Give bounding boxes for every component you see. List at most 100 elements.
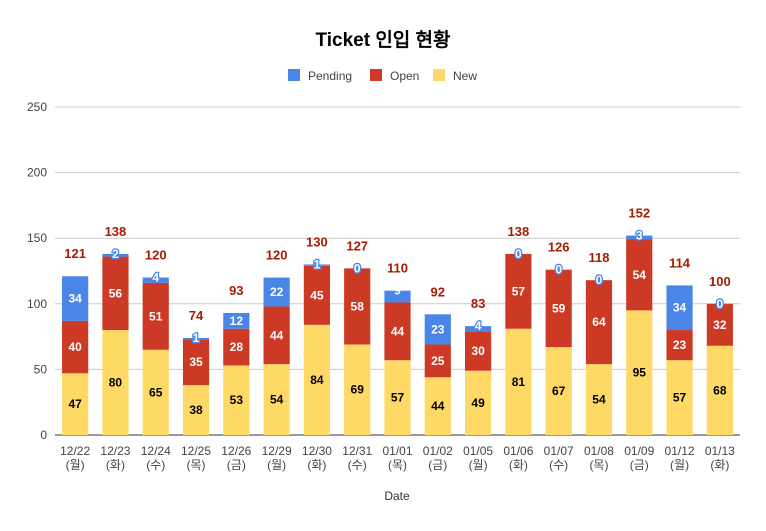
bar-pending <box>666 285 693 331</box>
bar-total-label: 118 <box>588 250 609 265</box>
bar-label-new: 67 <box>552 384 566 398</box>
bar-label-new: 49 <box>471 396 485 410</box>
bar-total-label: 93 <box>229 283 243 298</box>
bar-total-label: 127 <box>346 238 368 253</box>
x-tick-date: 12/30 <box>302 444 332 458</box>
x-tick-date: 12/31 <box>342 444 372 458</box>
bar-stack: 38 35 1 74 <box>182 308 210 435</box>
bar-label-open: 45 <box>310 288 324 302</box>
bar-label-new: 57 <box>673 391 687 405</box>
bar-label-open: 54 <box>633 268 647 282</box>
bar-open <box>182 339 210 386</box>
x-tick-day: (목) <box>589 458 608 472</box>
x-tick-date: 01/07 <box>544 444 574 458</box>
bar-new <box>142 349 169 435</box>
x-tick-day: (금) <box>428 458 447 472</box>
bar-label-new: 84 <box>310 373 324 387</box>
bar-label-pending: 34 <box>68 292 82 306</box>
bar-new <box>706 345 733 435</box>
y-axis: 0 50 100 150 200 250 <box>27 100 47 442</box>
bar-label-new: 53 <box>230 393 244 407</box>
bar-label-pending: 23 <box>431 322 445 336</box>
bar-stack: 44 25 23 92 <box>424 284 451 435</box>
bar-label-open: 23 <box>673 338 687 352</box>
x-tick-day: (화) <box>710 458 729 472</box>
bar-open <box>545 269 572 348</box>
x-tick-date: 01/01 <box>382 444 412 458</box>
bar-label-pending: 4 <box>152 271 159 285</box>
bar-label-pending: 0 <box>717 297 724 311</box>
bar-pending <box>384 290 411 303</box>
x-tick-date: 12/29 <box>262 444 292 458</box>
bar-open <box>303 265 331 325</box>
bar-total-label: 120 <box>266 248 288 263</box>
bar-stack: 84 45 1 130 <box>303 234 331 435</box>
x-tick-date: 01/02 <box>423 444 453 458</box>
x-tick-date: 01/09 <box>624 444 654 458</box>
bar-total-label: 121 <box>64 246 86 261</box>
bar-label-pending: 2 <box>112 247 119 261</box>
x-tick-date: 01/13 <box>705 444 735 458</box>
bar-label-pending: 0 <box>354 261 361 275</box>
bar-label-open: 56 <box>109 286 123 300</box>
bar-label-new: 68 <box>713 383 727 397</box>
bar-total-label: 114 <box>669 255 691 270</box>
x-tick-day: (수) <box>146 458 165 472</box>
bar-new <box>464 370 492 435</box>
bar-label-open: 44 <box>391 324 405 338</box>
bar-stack: 68 32 0 100 <box>706 274 733 435</box>
bar-label-new: 54 <box>592 393 606 407</box>
legend-swatch-pending <box>288 69 300 81</box>
bar-label-open: 44 <box>270 328 284 342</box>
bar-label-pending: 9 <box>394 284 401 298</box>
bar-stack: 95 54 3 152 <box>626 206 653 435</box>
y-tick-0: 0 <box>40 428 47 442</box>
x-tick-day: (금) <box>630 458 649 472</box>
bar-stack: 57 23 34 114 <box>666 255 693 435</box>
bar-label-new: 54 <box>270 393 284 407</box>
bar-label-pending: 22 <box>270 285 284 299</box>
bar-new <box>62 373 89 435</box>
bar-open <box>384 302 411 361</box>
bar-label-pending: 12 <box>230 314 244 328</box>
bar-open <box>142 282 169 350</box>
bar-total-label: 74 <box>189 308 204 323</box>
x-tick-day: (월) <box>66 458 85 472</box>
y-tick-250: 250 <box>27 100 47 114</box>
bar-stack: 47 40 34 121 <box>62 246 89 435</box>
bar-label-new: 57 <box>391 391 405 405</box>
y-tick-200: 200 <box>27 166 47 180</box>
bar-label-pending: 1 <box>314 257 321 271</box>
bar-label-pending: 34 <box>673 301 687 315</box>
bar-label-open: 35 <box>189 355 203 369</box>
x-tick-day: (화) <box>307 458 326 472</box>
bar-label-new: 47 <box>68 397 82 411</box>
bar-pending <box>464 326 492 332</box>
bar-pending <box>303 264 331 266</box>
legend-label-open: Open <box>390 69 419 83</box>
x-tick-day: (월) <box>267 458 286 472</box>
bar-new <box>505 328 532 435</box>
bar-open <box>223 328 250 366</box>
x-tick-date: 01/08 <box>584 444 614 458</box>
bar-label-new: 69 <box>351 383 365 397</box>
x-tick-day: (월) <box>670 458 689 472</box>
bar-label-pending: 4 <box>475 319 482 333</box>
x-tick-day: (화) <box>106 458 125 472</box>
bar-open <box>505 253 532 329</box>
bar-new <box>585 364 613 435</box>
bar-open <box>62 320 89 374</box>
bars: 4740341218056213865514120383517453281293… <box>62 206 733 435</box>
bar-total-label: 120 <box>145 248 167 263</box>
bar-total-label: 130 <box>306 234 328 249</box>
bar-open <box>102 256 129 331</box>
bar-label-open: 58 <box>351 299 365 313</box>
bar-label-pending: 0 <box>555 263 562 277</box>
chart-title: Ticket 인입 현황 <box>315 28 451 51</box>
legend-swatch-open <box>370 69 382 81</box>
x-tick-date: 12/25 <box>181 444 211 458</box>
bar-pending <box>102 253 129 257</box>
bar-new <box>626 310 653 435</box>
bar-open <box>424 344 451 378</box>
bar-total-label: 110 <box>387 261 408 276</box>
